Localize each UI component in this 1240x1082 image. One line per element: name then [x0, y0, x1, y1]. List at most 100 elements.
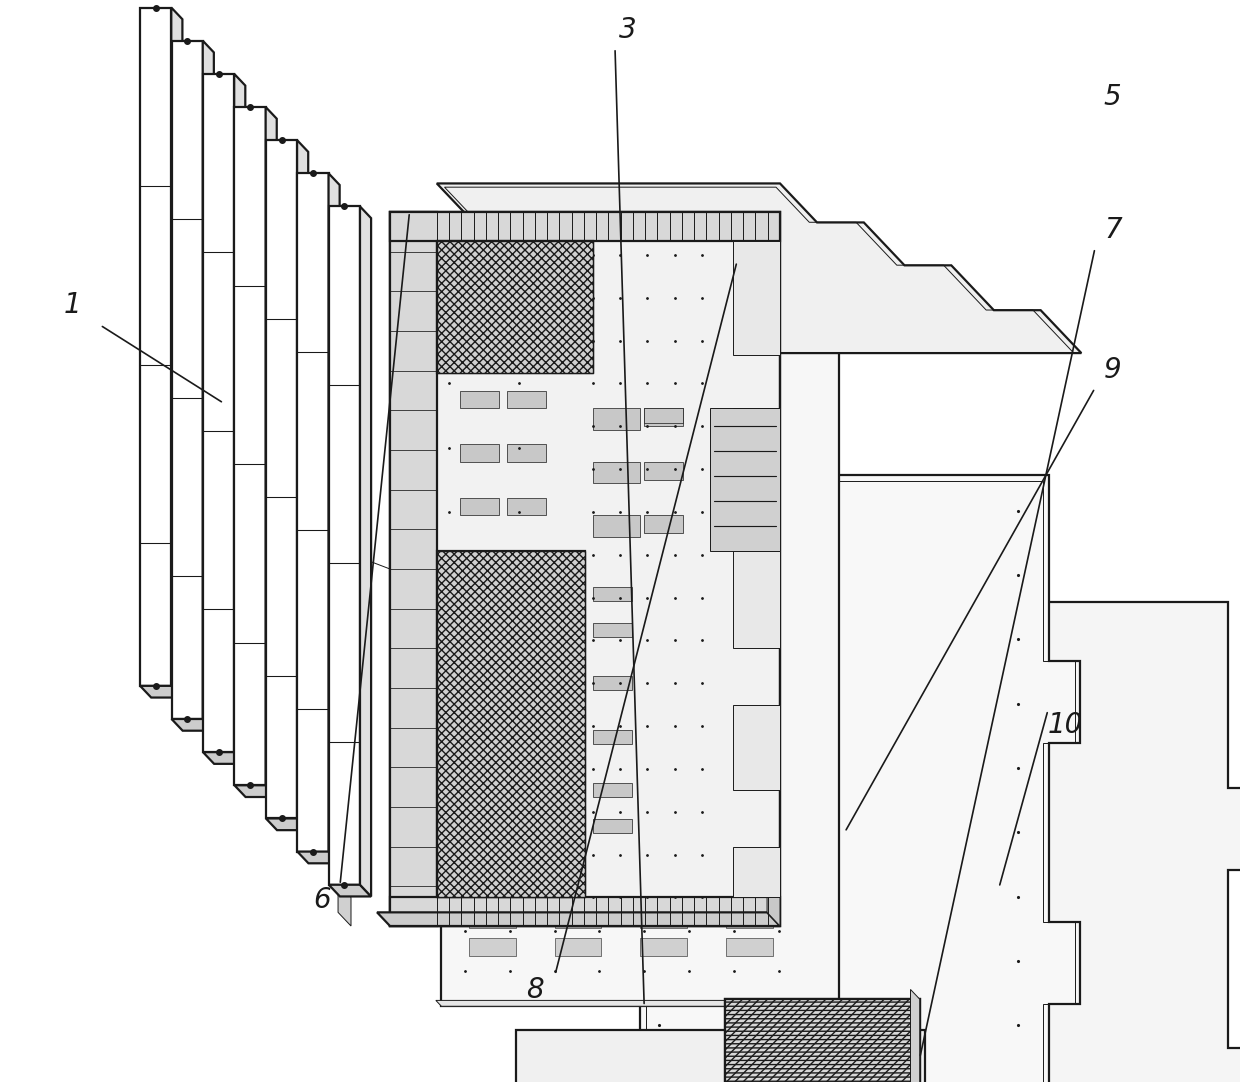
- Polygon shape: [554, 910, 601, 927]
- Polygon shape: [644, 408, 682, 426]
- Polygon shape: [727, 638, 773, 657]
- Polygon shape: [640, 713, 687, 731]
- Polygon shape: [724, 999, 920, 1082]
- Polygon shape: [140, 8, 171, 686]
- Polygon shape: [469, 535, 516, 553]
- Polygon shape: [171, 41, 203, 720]
- Polygon shape: [460, 391, 500, 408]
- Polygon shape: [593, 783, 632, 797]
- Polygon shape: [469, 910, 516, 927]
- Polygon shape: [760, 602, 1240, 1082]
- Polygon shape: [640, 760, 687, 778]
- Polygon shape: [727, 535, 773, 553]
- Polygon shape: [391, 212, 436, 926]
- Polygon shape: [727, 489, 773, 506]
- Polygon shape: [733, 408, 780, 498]
- Polygon shape: [265, 818, 309, 830]
- Polygon shape: [507, 801, 546, 819]
- Polygon shape: [640, 910, 687, 927]
- Polygon shape: [329, 207, 360, 885]
- Polygon shape: [640, 638, 687, 657]
- Polygon shape: [727, 460, 773, 478]
- Polygon shape: [507, 444, 546, 462]
- Polygon shape: [554, 938, 601, 956]
- Polygon shape: [554, 564, 601, 581]
- Polygon shape: [203, 74, 234, 752]
- Polygon shape: [436, 240, 593, 372]
- Polygon shape: [469, 760, 516, 778]
- Polygon shape: [644, 515, 682, 533]
- Polygon shape: [516, 1030, 925, 1082]
- Polygon shape: [203, 752, 246, 764]
- Polygon shape: [469, 385, 516, 403]
- Polygon shape: [460, 444, 500, 462]
- Polygon shape: [554, 385, 601, 403]
- Polygon shape: [203, 41, 213, 730]
- Polygon shape: [727, 311, 773, 328]
- Polygon shape: [460, 801, 500, 819]
- Polygon shape: [593, 515, 640, 537]
- Polygon shape: [360, 207, 371, 897]
- Polygon shape: [469, 638, 516, 657]
- Polygon shape: [391, 212, 780, 926]
- Polygon shape: [554, 460, 601, 478]
- Polygon shape: [910, 989, 920, 1082]
- Polygon shape: [640, 835, 687, 853]
- Polygon shape: [554, 311, 601, 328]
- Polygon shape: [140, 686, 182, 698]
- Polygon shape: [724, 999, 920, 1082]
- Polygon shape: [640, 311, 687, 328]
- Polygon shape: [593, 819, 632, 833]
- Text: 8: 8: [526, 976, 544, 1004]
- Polygon shape: [640, 385, 687, 403]
- Polygon shape: [640, 413, 687, 432]
- Polygon shape: [640, 564, 687, 581]
- Polygon shape: [640, 339, 687, 356]
- Polygon shape: [554, 760, 601, 778]
- Polygon shape: [727, 713, 773, 731]
- Polygon shape: [727, 760, 773, 778]
- Polygon shape: [469, 685, 516, 703]
- Polygon shape: [554, 413, 601, 432]
- Polygon shape: [727, 413, 773, 432]
- Text: 7: 7: [1104, 216, 1122, 245]
- Polygon shape: [469, 311, 516, 328]
- Text: 1: 1: [63, 291, 81, 319]
- Polygon shape: [727, 789, 773, 806]
- Polygon shape: [469, 413, 516, 432]
- Text: 9: 9: [1104, 356, 1122, 384]
- Polygon shape: [469, 835, 516, 853]
- Polygon shape: [391, 897, 780, 926]
- Polygon shape: [469, 713, 516, 731]
- Polygon shape: [265, 107, 277, 797]
- Polygon shape: [640, 535, 687, 553]
- Text: 3: 3: [619, 16, 637, 44]
- Polygon shape: [733, 704, 780, 790]
- Polygon shape: [554, 610, 601, 628]
- Polygon shape: [733, 551, 780, 647]
- Polygon shape: [298, 141, 309, 830]
- Polygon shape: [644, 462, 682, 479]
- Polygon shape: [469, 489, 516, 506]
- Polygon shape: [298, 173, 329, 852]
- Polygon shape: [640, 610, 687, 628]
- Polygon shape: [329, 173, 340, 863]
- Polygon shape: [436, 240, 593, 372]
- Polygon shape: [441, 267, 839, 1006]
- Polygon shape: [768, 884, 780, 926]
- Polygon shape: [709, 408, 780, 551]
- Polygon shape: [234, 786, 277, 797]
- Polygon shape: [554, 863, 601, 882]
- Polygon shape: [733, 847, 780, 897]
- Polygon shape: [171, 8, 182, 698]
- Polygon shape: [727, 610, 773, 628]
- Polygon shape: [377, 912, 780, 926]
- Polygon shape: [727, 863, 773, 882]
- Polygon shape: [640, 685, 687, 703]
- Polygon shape: [640, 789, 687, 806]
- Polygon shape: [727, 910, 773, 927]
- Polygon shape: [469, 460, 516, 478]
- Polygon shape: [339, 884, 351, 926]
- Polygon shape: [436, 551, 585, 897]
- Polygon shape: [593, 586, 632, 602]
